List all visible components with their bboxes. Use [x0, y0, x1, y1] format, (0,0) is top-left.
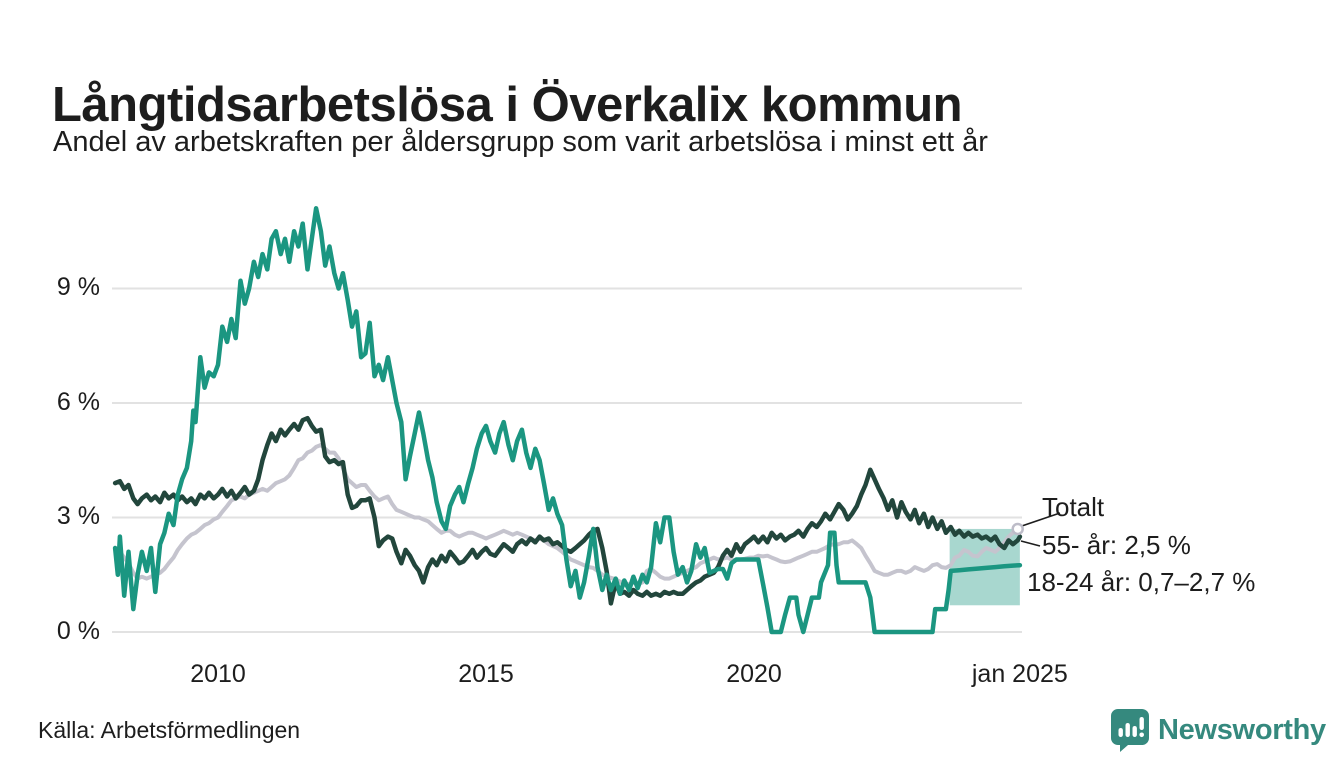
newsworthy-logo: Newsworthy [1110, 708, 1326, 752]
endpoint-marker-totalt [1011, 522, 1024, 536]
x-tick-2020: 2020 [726, 660, 782, 688]
line-55-r [112, 415, 1023, 606]
x-tick-jan-2025: jan 2025 [971, 660, 1068, 688]
newsworthy-chart-bubble-icon [1111, 709, 1149, 752]
line-18-24-r [112, 206, 1023, 635]
y-tick-6: 6 % [56, 387, 100, 416]
y-tick-3: 3 % [56, 502, 100, 531]
annotation-18-24-ar: 18-24 år: 0,7–2,7 % [1027, 567, 1256, 597]
brand-name: Newsworthy [1158, 713, 1326, 746]
page-title: Långtidsarbetslösa i Överkalix kommun [52, 77, 963, 132]
chart-subtitle: Andel av arbetskraften per åldersgrupp s… [53, 126, 988, 158]
source-note: Källa: Arbetsförmedlingen [38, 717, 301, 743]
x-tick-2010: 2010 [190, 660, 246, 688]
annotation-leader-0 [1015, 512, 1061, 529]
y-tick-9: 9 % [56, 273, 100, 302]
y-tick-0: 0 % [56, 616, 100, 645]
x-tick-2015: 2015 [458, 660, 514, 688]
annotation-totalt: Totalt [1042, 492, 1105, 522]
annotation-55-ar: 55- år: 2,5 % [1042, 530, 1191, 560]
annotation-leader-1 [1020, 540, 1041, 547]
